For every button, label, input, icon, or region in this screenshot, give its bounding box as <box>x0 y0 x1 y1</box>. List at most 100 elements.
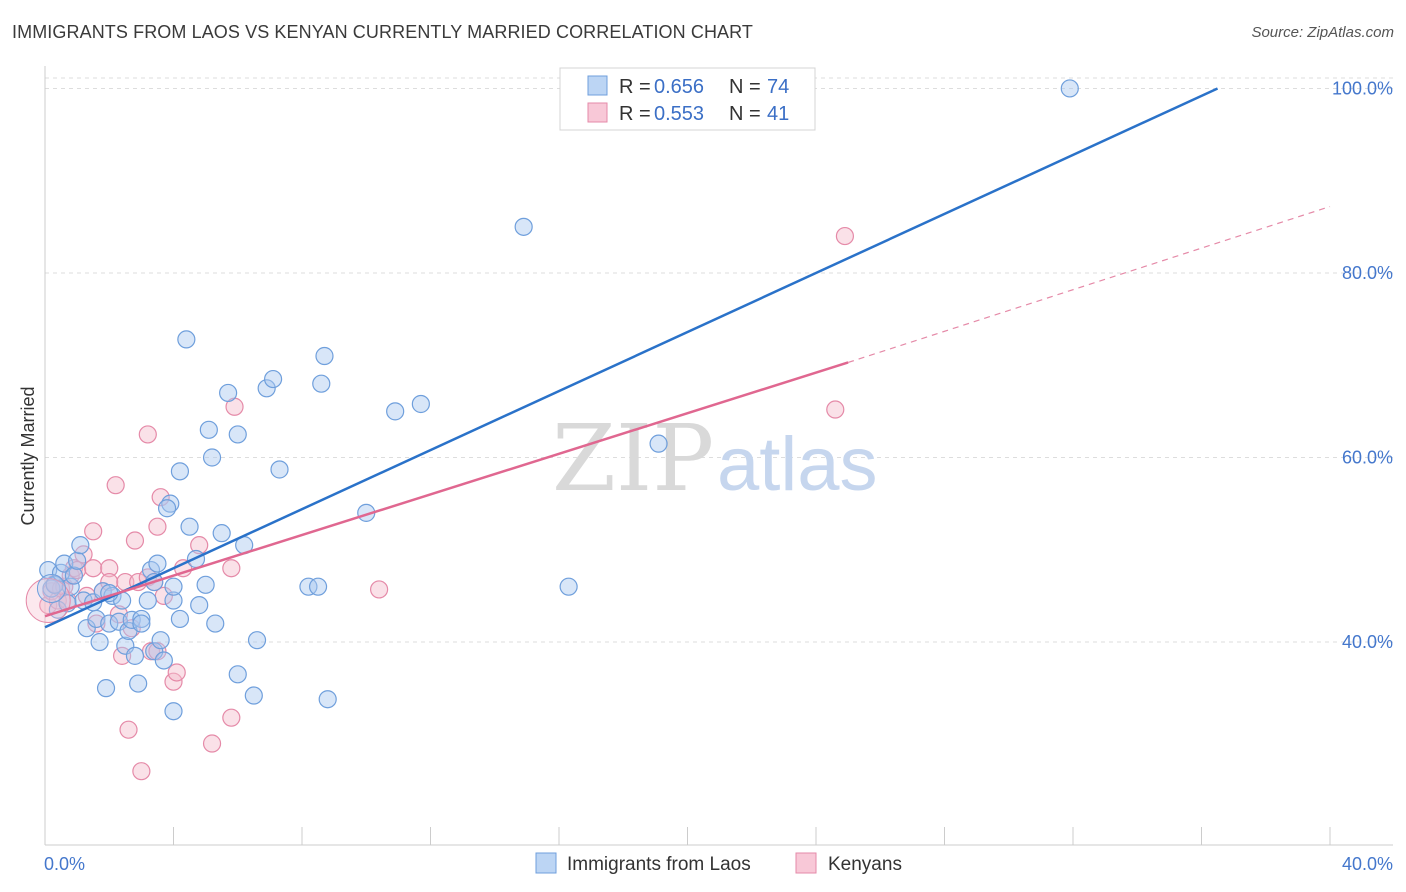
legend-swatch-blue <box>587 75 608 96</box>
pink-point-38 <box>190 536 209 555</box>
blue-point-64 <box>315 346 334 366</box>
x-tick-label-1: 40.0% <box>1342 854 1393 874</box>
blue-point-48 <box>199 420 218 439</box>
legend: R = 0.656 N = 74 R = 0.553 N = 41 <box>559 67 816 131</box>
chart-title: IMMIGRANTS FROM LAOS VS KENYAN CURRENTLY… <box>12 22 754 42</box>
blue-trend-line <box>44 87 1219 629</box>
blue-point-70 <box>559 577 578 596</box>
blue-point-7 <box>61 577 80 596</box>
blue-point-47 <box>196 575 215 594</box>
watermark-atlas: atlas <box>717 422 878 507</box>
bottom-legend-label-kenyans: Kenyans <box>828 854 902 875</box>
blue-point-28 <box>132 614 151 633</box>
blue-point-54 <box>228 665 247 684</box>
blue-point-37 <box>157 499 177 518</box>
blue-point-59 <box>263 369 283 389</box>
blue-point-43 <box>177 330 196 349</box>
blue-point-51 <box>212 524 231 543</box>
blue-point-69 <box>514 217 533 236</box>
legend-n-value-2: 41 <box>767 103 789 125</box>
pink-trend-line-extension <box>847 205 1331 364</box>
blue-point-62 <box>308 577 328 596</box>
y-tick-labels: 40.0% 60.0% 80.0% 100.0% <box>1332 78 1393 652</box>
blue-point-24 <box>122 610 141 629</box>
y-tick-label-0: 40.0% <box>1342 632 1393 652</box>
blue-point-60 <box>270 460 289 479</box>
pink-point-14 <box>87 614 106 633</box>
blue-point-58 <box>257 379 276 398</box>
bottom-legend-swatch-pink <box>795 852 817 874</box>
legend-r-label-2: R = <box>619 103 651 125</box>
blue-point-49 <box>202 448 222 467</box>
pink-point-40 <box>222 559 241 578</box>
legend-r-value-2: 0.553 <box>654 103 704 125</box>
blue-point-38 <box>164 702 183 721</box>
y-tick-label-3: 100.0% <box>1332 78 1393 98</box>
blue-point-72 <box>1060 79 1079 98</box>
blue-point-35 <box>154 651 173 670</box>
legend-r-label-1: R = <box>619 76 651 98</box>
blue-point-65 <box>318 690 337 709</box>
watermark-zip: ZIP <box>552 405 714 512</box>
pink-point-44 <box>826 400 845 419</box>
pink-point-28 <box>138 425 157 444</box>
y-axis-title: Currently Married <box>18 386 38 525</box>
pink-point-18 <box>106 476 125 495</box>
pink-point-25 <box>125 531 145 550</box>
blue-point-27 <box>132 609 151 629</box>
blue-point-61 <box>299 577 318 596</box>
blue-point-33 <box>148 554 167 573</box>
pink-point-26 <box>132 762 151 781</box>
source-label: Source: ZipAtlas.com <box>1251 24 1394 41</box>
blue-point-40 <box>164 577 183 596</box>
pink-point-39 <box>202 734 222 753</box>
blue-point-67 <box>386 402 405 421</box>
watermark: ZIP atlas <box>552 405 878 512</box>
pink-trend-line <box>44 361 849 618</box>
blue-point-44 <box>180 517 199 536</box>
x-tick-label-0: 0.0% <box>44 854 85 874</box>
legend-n-value-1: 74 <box>767 76 789 98</box>
y-tick-label-1: 60.0% <box>1342 448 1393 468</box>
pink-point-36 <box>167 663 186 682</box>
x-tick-labels: 0.0% 40.0% <box>44 854 1393 874</box>
pink-point-31 <box>148 517 167 536</box>
blue-point-8 <box>64 566 84 585</box>
bottom-legend: Immigrants from Laos Kenyans <box>535 852 902 875</box>
blue-point-56 <box>244 686 263 705</box>
blue-point-34 <box>151 631 170 650</box>
pink-point-22 <box>119 720 138 739</box>
blue-point-50 <box>206 614 225 633</box>
pink-point-16 <box>100 559 119 578</box>
grid-lines <box>45 77 1393 643</box>
blue-point-10 <box>71 536 90 555</box>
blue-point-31 <box>145 642 164 661</box>
legend-swatch-pink <box>587 102 608 123</box>
pink-point-43 <box>370 580 389 599</box>
blue-cluster-marker <box>36 574 66 604</box>
bottom-legend-label-laos: Immigrants from Laos <box>567 854 751 875</box>
blue-point-41 <box>170 609 190 629</box>
pink-point-33 <box>151 488 170 507</box>
pink-point-41 <box>222 708 241 727</box>
blue-point-12 <box>77 619 96 638</box>
blue-point-39 <box>164 591 183 610</box>
blue-point-53 <box>228 425 247 444</box>
blue-point-42 <box>170 462 190 481</box>
pink-point-12 <box>84 559 103 578</box>
blue-point-63 <box>312 374 331 393</box>
blue-point-68 <box>411 394 430 414</box>
pink-point-13 <box>84 522 103 541</box>
data-points <box>25 79 1079 781</box>
blue-point-52 <box>219 383 238 403</box>
blue-point-26 <box>129 674 148 693</box>
blue-point-15 <box>90 632 109 652</box>
legend-n-label-2: N = <box>729 103 761 125</box>
blue-point-9 <box>68 551 87 570</box>
y-tick-label-2: 80.0% <box>1342 263 1393 283</box>
blue-point-46 <box>190 596 209 615</box>
blue-point-71 <box>649 434 668 453</box>
bottom-legend-swatch-blue <box>535 852 557 874</box>
trend-lines <box>44 87 1331 629</box>
